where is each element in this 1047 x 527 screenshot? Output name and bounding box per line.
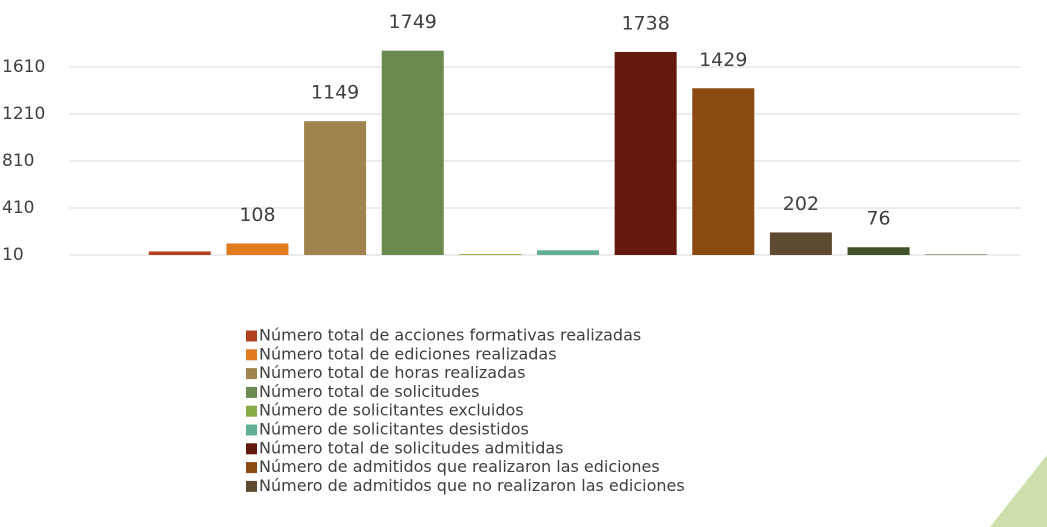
data-label: 1429 xyxy=(699,49,747,71)
data-label: 76 xyxy=(866,208,890,230)
y-tick-label: 810 xyxy=(2,151,34,171)
bar xyxy=(226,243,289,255)
y-tick-label: 1610 xyxy=(2,57,45,77)
bar xyxy=(459,254,522,255)
bar xyxy=(148,251,211,255)
legend-swatch xyxy=(246,386,257,398)
legend-swatch xyxy=(246,368,257,380)
legend-swatch xyxy=(246,462,257,474)
legend-label: Número total de solicitudes admitidas xyxy=(259,438,564,457)
data-label: 1738 xyxy=(621,12,669,34)
legend-label: Número de admitidos que no realizaron la… xyxy=(259,476,685,495)
legend-swatch xyxy=(246,480,257,492)
y-tick-label: 1210 xyxy=(2,104,45,124)
bar xyxy=(381,50,444,256)
corner-decoration xyxy=(990,455,1047,527)
legend-swatch xyxy=(246,330,257,342)
data-label: 202 xyxy=(783,193,819,215)
bar xyxy=(769,232,832,255)
legend-label: Número total de acciones formativas real… xyxy=(259,326,641,345)
data-label: 108 xyxy=(239,204,275,226)
bar xyxy=(304,121,367,255)
data-label: 1749 xyxy=(389,11,437,33)
legend-label: Número de solicitantes excluidos xyxy=(259,401,524,420)
legend-label: Número de admitidos que realizaron las e… xyxy=(259,457,660,476)
bar xyxy=(847,247,910,255)
bar xyxy=(537,250,599,255)
legend-label: Número total de ediciones realizadas xyxy=(259,344,557,363)
bar xyxy=(692,88,755,255)
legend-swatch xyxy=(246,443,257,455)
bar xyxy=(925,254,988,255)
legend-label: Número total de horas realizadas xyxy=(259,363,525,382)
legend-label: Número total de solicitudes xyxy=(259,382,479,401)
legend-label: Número de solicitantes desistidos xyxy=(259,420,529,439)
y-tick-label: 10 xyxy=(2,245,24,265)
legend-swatch xyxy=(246,424,257,436)
y-tick-label: 410 xyxy=(2,198,34,218)
legend-swatch xyxy=(246,349,257,361)
legend-swatch xyxy=(246,405,257,417)
bar xyxy=(614,51,677,256)
data-label: 1149 xyxy=(311,82,359,104)
